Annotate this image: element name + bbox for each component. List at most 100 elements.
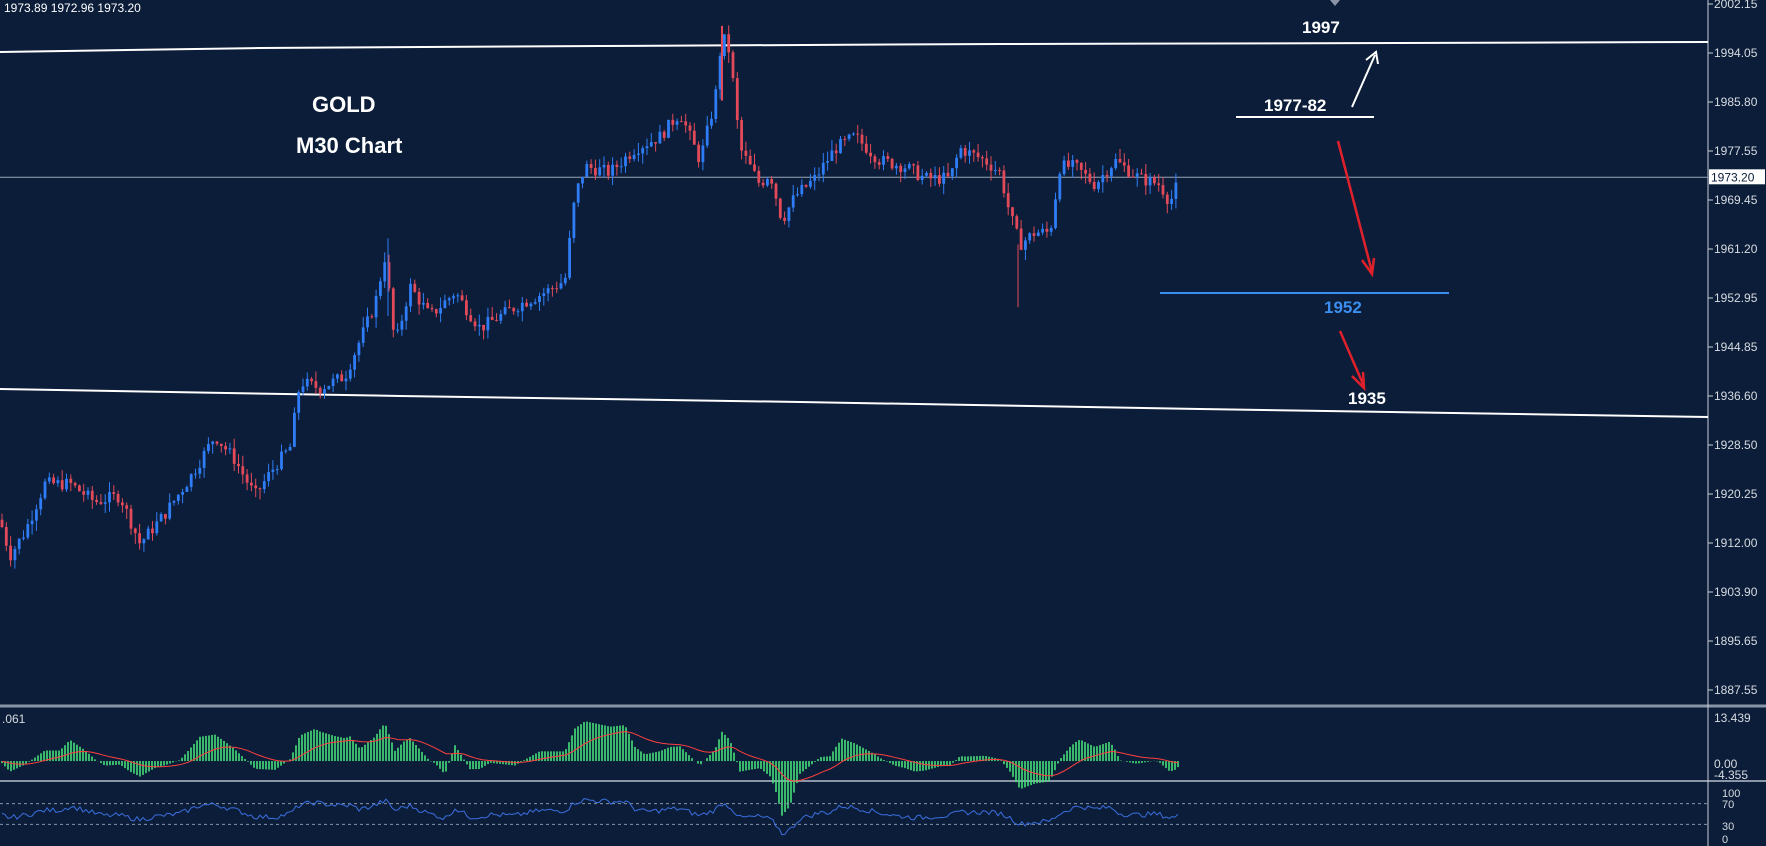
bull-candle [955,157,958,169]
bear-candle [615,164,619,168]
bull-candle [366,316,369,328]
bear-candle [860,134,864,144]
bull-candle [108,492,111,503]
bull-candle [47,477,51,482]
bear-candle [606,164,610,176]
bull-candle [581,176,584,184]
bear-candle [757,170,761,183]
bear-candle [241,466,245,475]
bull-candle [826,160,829,163]
bull-candle [1114,158,1118,169]
bull-candle [658,131,662,144]
bear-candle [1075,160,1079,163]
bull-candle [336,374,339,379]
bear-candle [469,315,473,322]
bull-candle [546,288,550,294]
price-tick-label: 1912.00 [1714,536,1758,550]
bear-candle [929,172,933,179]
bear-candle [916,165,920,180]
bull-candle [267,472,270,482]
bull-candle [22,537,25,539]
bear-candle [237,463,240,467]
bear-candle [1157,183,1161,186]
bull-candle [142,539,146,544]
bull-candle [933,175,937,179]
price-tick-label: 1903.90 [1714,585,1758,599]
bull-candle [1110,168,1113,177]
bull-candle [202,451,206,468]
upper-channel-line [0,41,1709,53]
bull-candle [637,153,640,155]
bull-candle [632,154,636,159]
bear-candle [125,505,129,509]
bear-candle [998,170,1001,172]
bull-candle [39,498,43,510]
bull-candle [968,150,971,156]
bear-candle [1140,173,1143,175]
bull-candle [86,490,90,495]
bear-candle [912,164,915,166]
down-arrow-1935 [1338,330,1365,385]
bear-candle [1165,194,1169,204]
bear-candle [318,387,322,394]
bear-candle [121,502,124,506]
bear-candle [834,150,838,154]
bull-candle [1062,160,1066,175]
bear-candle [963,148,967,156]
bull-candle [1049,227,1053,232]
bull-candle [538,296,541,303]
lower-channel-line [0,388,1709,418]
bear-candle [1118,158,1122,163]
bear-candle [770,179,774,184]
bull-candle [542,293,546,297]
bear-candle [69,478,73,483]
bull-candle [675,121,679,125]
bear-candle [938,175,941,184]
bull-candle [1170,198,1173,204]
bull-candle [383,262,387,282]
bull-candle [1097,182,1100,190]
bear-candle [413,283,417,292]
bear-candle [1122,162,1126,166]
bull-candle [710,118,713,126]
down-arrowhead-1952 [1360,257,1376,278]
bear-candle [783,217,786,221]
rsi-axis-label: 70 [1722,799,1734,811]
bull-candle [194,473,197,475]
bear-candle [426,302,430,308]
price-tick-label: 1985.80 [1714,95,1758,109]
bear-candle [628,156,632,159]
bear-candle [1079,162,1083,170]
bull-candle [211,441,215,445]
bear-candle [589,163,593,169]
bear-candle [129,508,133,529]
bull-candle [809,180,812,187]
rsi-axis-label: 30 [1722,821,1734,833]
bear-candle [391,288,395,330]
bear-candle [254,485,258,489]
bull-candle [374,295,378,318]
bull-candle [895,165,898,169]
bear-candle [778,198,782,218]
bear-candle [886,156,890,159]
price-tick-label: 1969.45 [1714,193,1758,207]
bull-candle [920,175,924,180]
bull-candle [1041,228,1044,233]
macd-signal-line [1,731,1179,782]
bear-candle [525,302,528,307]
bull-candle [181,491,184,495]
bull-candle [787,207,791,221]
bull-candle [1148,177,1152,186]
bull-candle [293,412,296,447]
bear-candle [95,499,98,503]
current-price-badge [1709,169,1765,185]
bull-candle [176,494,180,501]
bull-candle [348,369,352,379]
bear-candle [731,52,735,79]
bull-candle [284,450,288,452]
bull-candle [959,148,963,158]
bear-candle [1161,185,1165,195]
bear-candle [662,131,666,138]
bear-candle [688,125,692,131]
